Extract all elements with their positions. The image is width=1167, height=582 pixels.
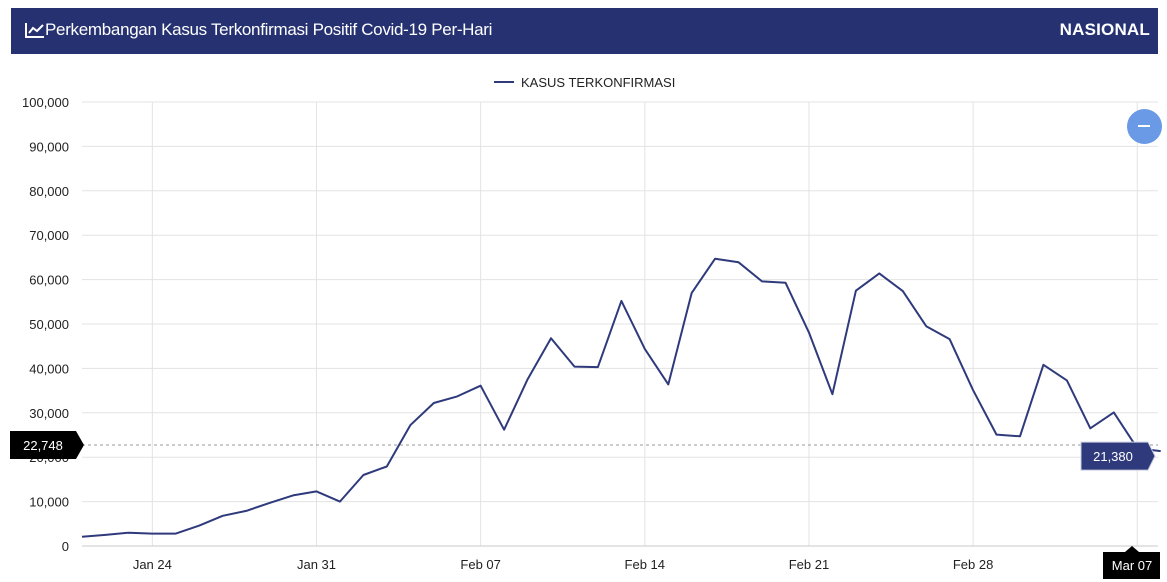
svg-text:21,380: 21,380 <box>1093 449 1133 464</box>
y-tick-label: 30,000 <box>29 406 69 421</box>
x-axis: Jan 24 Jan 31 Feb 07 Feb 14 Feb 21 Feb 28 <box>133 557 994 572</box>
grid-lines <box>82 101 1158 547</box>
chart-title: Perkembangan Kasus Terkonfirmasi Positif… <box>45 20 493 39</box>
svg-text:Mar 07: Mar 07 <box>1112 558 1152 573</box>
x-tick-label: Feb 28 <box>953 557 993 572</box>
series-kasus-terkonfirmasi[interactable] <box>81 257 1161 538</box>
y-tick-label: 0 <box>62 539 69 554</box>
y-tick-label: 90,000 <box>29 139 69 154</box>
y-tick-label: 50,000 <box>29 317 69 332</box>
x-tick-label: Jan 31 <box>297 557 336 572</box>
svg-text:22,748: 22,748 <box>23 438 63 453</box>
series-line[interactable] <box>81 257 1161 538</box>
y-tick-label: 100,000 <box>22 95 69 110</box>
legend-item-label: KASUS TERKONFIRMASI <box>521 75 675 90</box>
minus-icon <box>1138 125 1150 127</box>
x-tick-label: Feb 07 <box>460 557 500 572</box>
y-tick-label: 10,000 <box>29 495 69 510</box>
y-tick-label: 40,000 <box>29 361 69 376</box>
line-chart-icon <box>25 23 44 38</box>
scope-label[interactable]: NASIONAL <box>1059 20 1150 39</box>
x-tick-label: Feb 21 <box>789 557 829 572</box>
zoom-out-button[interactable] <box>1127 109 1162 144</box>
x-tick-label: Feb 14 <box>625 557 665 572</box>
crosshair-x-label: Mar 07 <box>1103 546 1160 579</box>
y-tick-label: 80,000 <box>29 184 69 199</box>
x-tick-label: Jan 24 <box>133 557 172 572</box>
y-tick-label: 60,000 <box>29 273 69 288</box>
chart-header: Perkembangan Kasus Terkonfirmasi Positif… <box>11 8 1158 54</box>
y-axis: 100,000 90,000 80,000 70,000 60,000 50,000 40,… <box>22 95 69 554</box>
y-tick-label: 70,000 <box>29 228 69 243</box>
point-tooltip: 21,380 <box>1080 441 1156 471</box>
crosshair: 22,748 21,380 Mar 07 <box>10 430 1160 579</box>
crosshair-y-label: 22,748 <box>10 430 84 459</box>
legend[interactable]: KASUS TERKONFIRMASI <box>494 75 675 90</box>
